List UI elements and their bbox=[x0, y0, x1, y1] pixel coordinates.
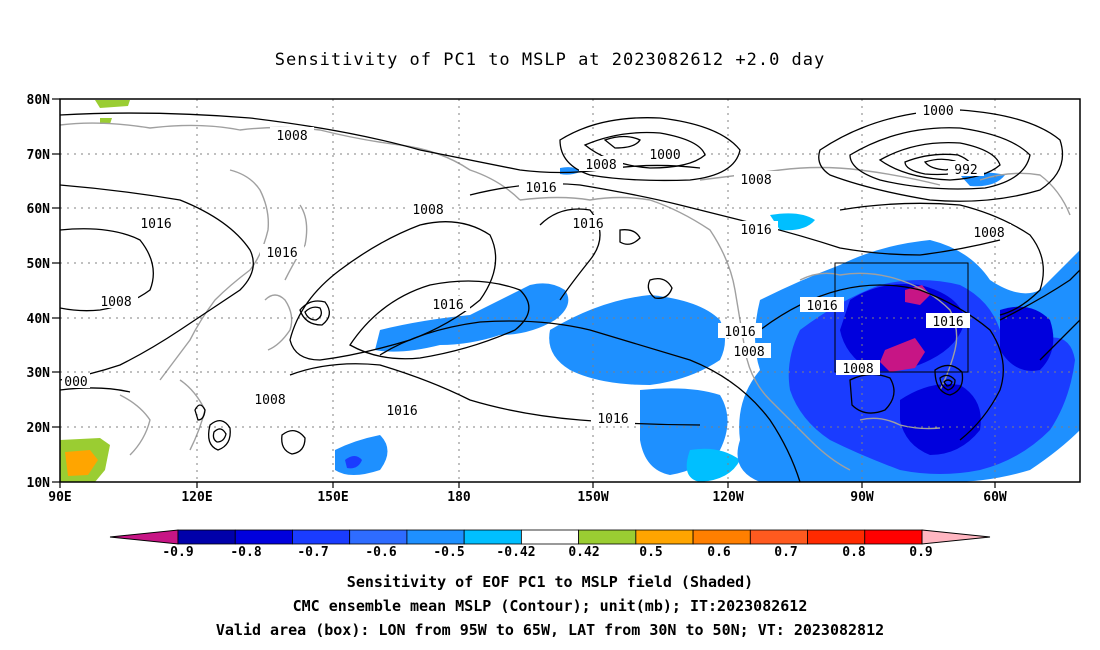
contour-label: 1008 bbox=[842, 362, 873, 377]
colorbar-segment bbox=[520, 529, 580, 545]
contour-label: 1016 bbox=[432, 298, 463, 313]
colorbar-segment bbox=[692, 529, 751, 545]
colorbar-label: 0.9 bbox=[909, 545, 932, 560]
contour-label: 1000 bbox=[922, 104, 953, 119]
contour-label: 1008 bbox=[100, 295, 131, 310]
lat-label: 10N bbox=[27, 476, 51, 491]
colorbar-segment bbox=[807, 529, 866, 545]
colorbar-segment bbox=[578, 529, 637, 545]
contour-label: 1016 bbox=[932, 315, 963, 330]
colorbar-label: 0.42 bbox=[568, 545, 599, 560]
lon-label: 90W bbox=[850, 490, 874, 505]
lon-label: 90E bbox=[48, 490, 71, 505]
lon-label: 180 bbox=[447, 490, 471, 505]
colorbar-segment bbox=[177, 529, 236, 545]
colorbar-segment bbox=[749, 529, 808, 545]
colorbar-left-arrow bbox=[109, 529, 179, 545]
colorbar-label: 0.8 bbox=[842, 545, 866, 560]
colorbar-segment bbox=[234, 529, 293, 545]
contour-label: 1016 bbox=[525, 181, 556, 196]
lon-label: 120E bbox=[181, 490, 212, 505]
axis-ticks bbox=[52, 98, 996, 488]
colorbar-segment bbox=[864, 529, 923, 545]
lat-label: 80N bbox=[27, 93, 51, 108]
colorbar-labels: -0.9 -0.8 -0.7 -0.6 -0.5 -0.42 0.42 0.5 … bbox=[162, 545, 932, 560]
colorbar-label: 0.6 bbox=[707, 545, 731, 560]
contour-labels: 1008 1000 1008 1000 1008 992 1016 1016 1… bbox=[62, 102, 1011, 427]
longitude-labels: 90E 120E 150E 180 150W 120W 90W 60W bbox=[48, 490, 1007, 505]
contour-label: 1008 bbox=[740, 173, 771, 188]
contour-label: 1000 bbox=[649, 148, 680, 163]
lon-label: 120W bbox=[712, 490, 743, 505]
colorbar-segment bbox=[635, 529, 694, 545]
contour-label: 1016 bbox=[724, 325, 755, 340]
colorbar-label: -0.7 bbox=[297, 545, 328, 560]
colorbar-segment bbox=[349, 529, 408, 545]
lat-label: 70N bbox=[27, 148, 51, 163]
sensitivity-shading bbox=[60, 100, 1080, 482]
lat-label: 30N bbox=[27, 366, 51, 381]
contour-label: 1016 bbox=[806, 299, 837, 314]
lat-label: 20N bbox=[27, 421, 51, 436]
colorbar-label: -0.5 bbox=[433, 545, 464, 560]
map-frame bbox=[59, 98, 1081, 483]
contour-label: 1016 bbox=[386, 404, 417, 419]
caption-valid-area: Valid area (box): LON from 95W to 65W, L… bbox=[215, 621, 885, 639]
contour-label: 1008 bbox=[585, 158, 616, 173]
lon-label: 60W bbox=[983, 490, 1007, 505]
colorbar-label: -0.42 bbox=[496, 545, 535, 560]
colorbar-label: 0.7 bbox=[774, 545, 797, 560]
colorbar bbox=[109, 529, 991, 545]
colorbar-right-arrow bbox=[921, 529, 991, 545]
colorbar-label: 0.5 bbox=[639, 545, 662, 560]
map-title: Sensitivity of PC1 to MSLP at 2023082612… bbox=[274, 50, 826, 70]
contour-label: 1016 bbox=[572, 217, 603, 232]
contour-label: 1016 bbox=[140, 217, 171, 232]
contour-label: 1016 bbox=[740, 223, 771, 238]
lat-label: 60N bbox=[27, 202, 51, 217]
colorbar-segment bbox=[463, 529, 522, 545]
contour-label: 1008 bbox=[412, 203, 443, 218]
colorbar-segment bbox=[292, 529, 351, 545]
contour-label: 1016 bbox=[597, 412, 628, 427]
contour-label: 1008 bbox=[733, 345, 764, 360]
colorbar-label: -0.9 bbox=[162, 545, 193, 560]
latitude-labels: 80N 70N 60N 50N 40N 30N 20N 10N bbox=[27, 93, 51, 491]
contour-label: 1008 bbox=[276, 129, 307, 144]
caption-contour: CMC ensemble mean MSLP (Contour); unit(m… bbox=[292, 597, 808, 615]
contour-label: 1008 bbox=[973, 226, 1004, 241]
lat-label: 40N bbox=[27, 312, 51, 327]
colorbar-label: -0.6 bbox=[365, 545, 396, 560]
contour-label: 1008 bbox=[254, 393, 285, 408]
lon-label: 150E bbox=[317, 490, 348, 505]
lat-label: 50N bbox=[27, 257, 51, 272]
contour-label: 000 bbox=[64, 375, 87, 390]
caption-shading: Sensitivity of EOF PC1 to MSLP field (Sh… bbox=[346, 573, 754, 591]
colorbar-label: -0.8 bbox=[230, 545, 261, 560]
contour-label: 992 bbox=[954, 163, 977, 178]
lon-label: 150W bbox=[577, 490, 608, 505]
contour-label: 1016 bbox=[266, 246, 297, 261]
colorbar-segment bbox=[406, 529, 465, 545]
